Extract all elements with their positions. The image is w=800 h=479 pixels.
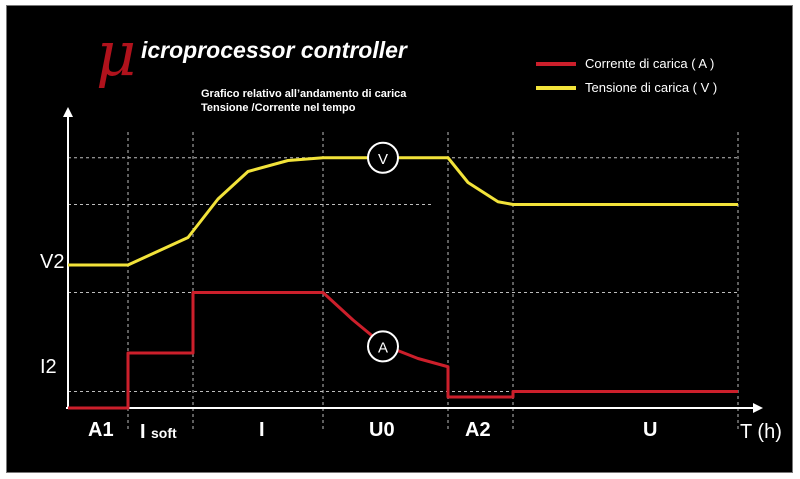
x-axis-label: T (h) — [740, 421, 782, 443]
series-line-voltage — [68, 156, 738, 267]
chart-frame — [6, 5, 793, 473]
axis-labels: V2 I2 T (h) A1 I soft I U0 A2 U — [40, 251, 782, 443]
marker-label-1: V — [378, 151, 388, 168]
phase-label-u: U — [643, 419, 657, 441]
marker-circle-1 — [367, 141, 399, 174]
legend-label-current: Corrente di carica ( A ) — [585, 56, 714, 71]
phase-label-isoft-soft: soft — [151, 425, 177, 441]
y-tick-label-i2: I2 — [40, 356, 57, 378]
legend-label-voltage: Tensione di carica ( V ) — [585, 80, 717, 95]
phase-label-a1: A1 — [88, 419, 114, 441]
phase-label-u0: U0 — [369, 419, 395, 441]
series-line-current — [68, 291, 738, 410]
axes — [63, 107, 763, 413]
marker-current: A — [367, 330, 399, 363]
logo-mu-glyph: μ — [96, 17, 136, 90]
y-tick-label-v2: V2 — [40, 251, 64, 273]
marker-label-0: A — [378, 339, 388, 356]
series-markers: AV — [367, 141, 399, 363]
subtitle-line-1: Grafico relativo all’andamento di carica — [201, 88, 407, 100]
marker-circle-0 — [367, 330, 399, 363]
phase-label-i: I — [259, 419, 265, 441]
series-group — [68, 156, 738, 410]
subtitle-line-2: Tensione /Corrente nel tempo — [201, 102, 356, 114]
phase-label-a2: A2 — [465, 419, 491, 441]
grid-lines — [68, 132, 739, 432]
legend: Corrente di carica ( A ) Tensione di car… — [536, 56, 717, 95]
phase-label-isoft-i: I — [140, 421, 146, 443]
marker-voltage: V — [367, 141, 399, 174]
logo-title: icroprocessor controller — [141, 37, 408, 63]
